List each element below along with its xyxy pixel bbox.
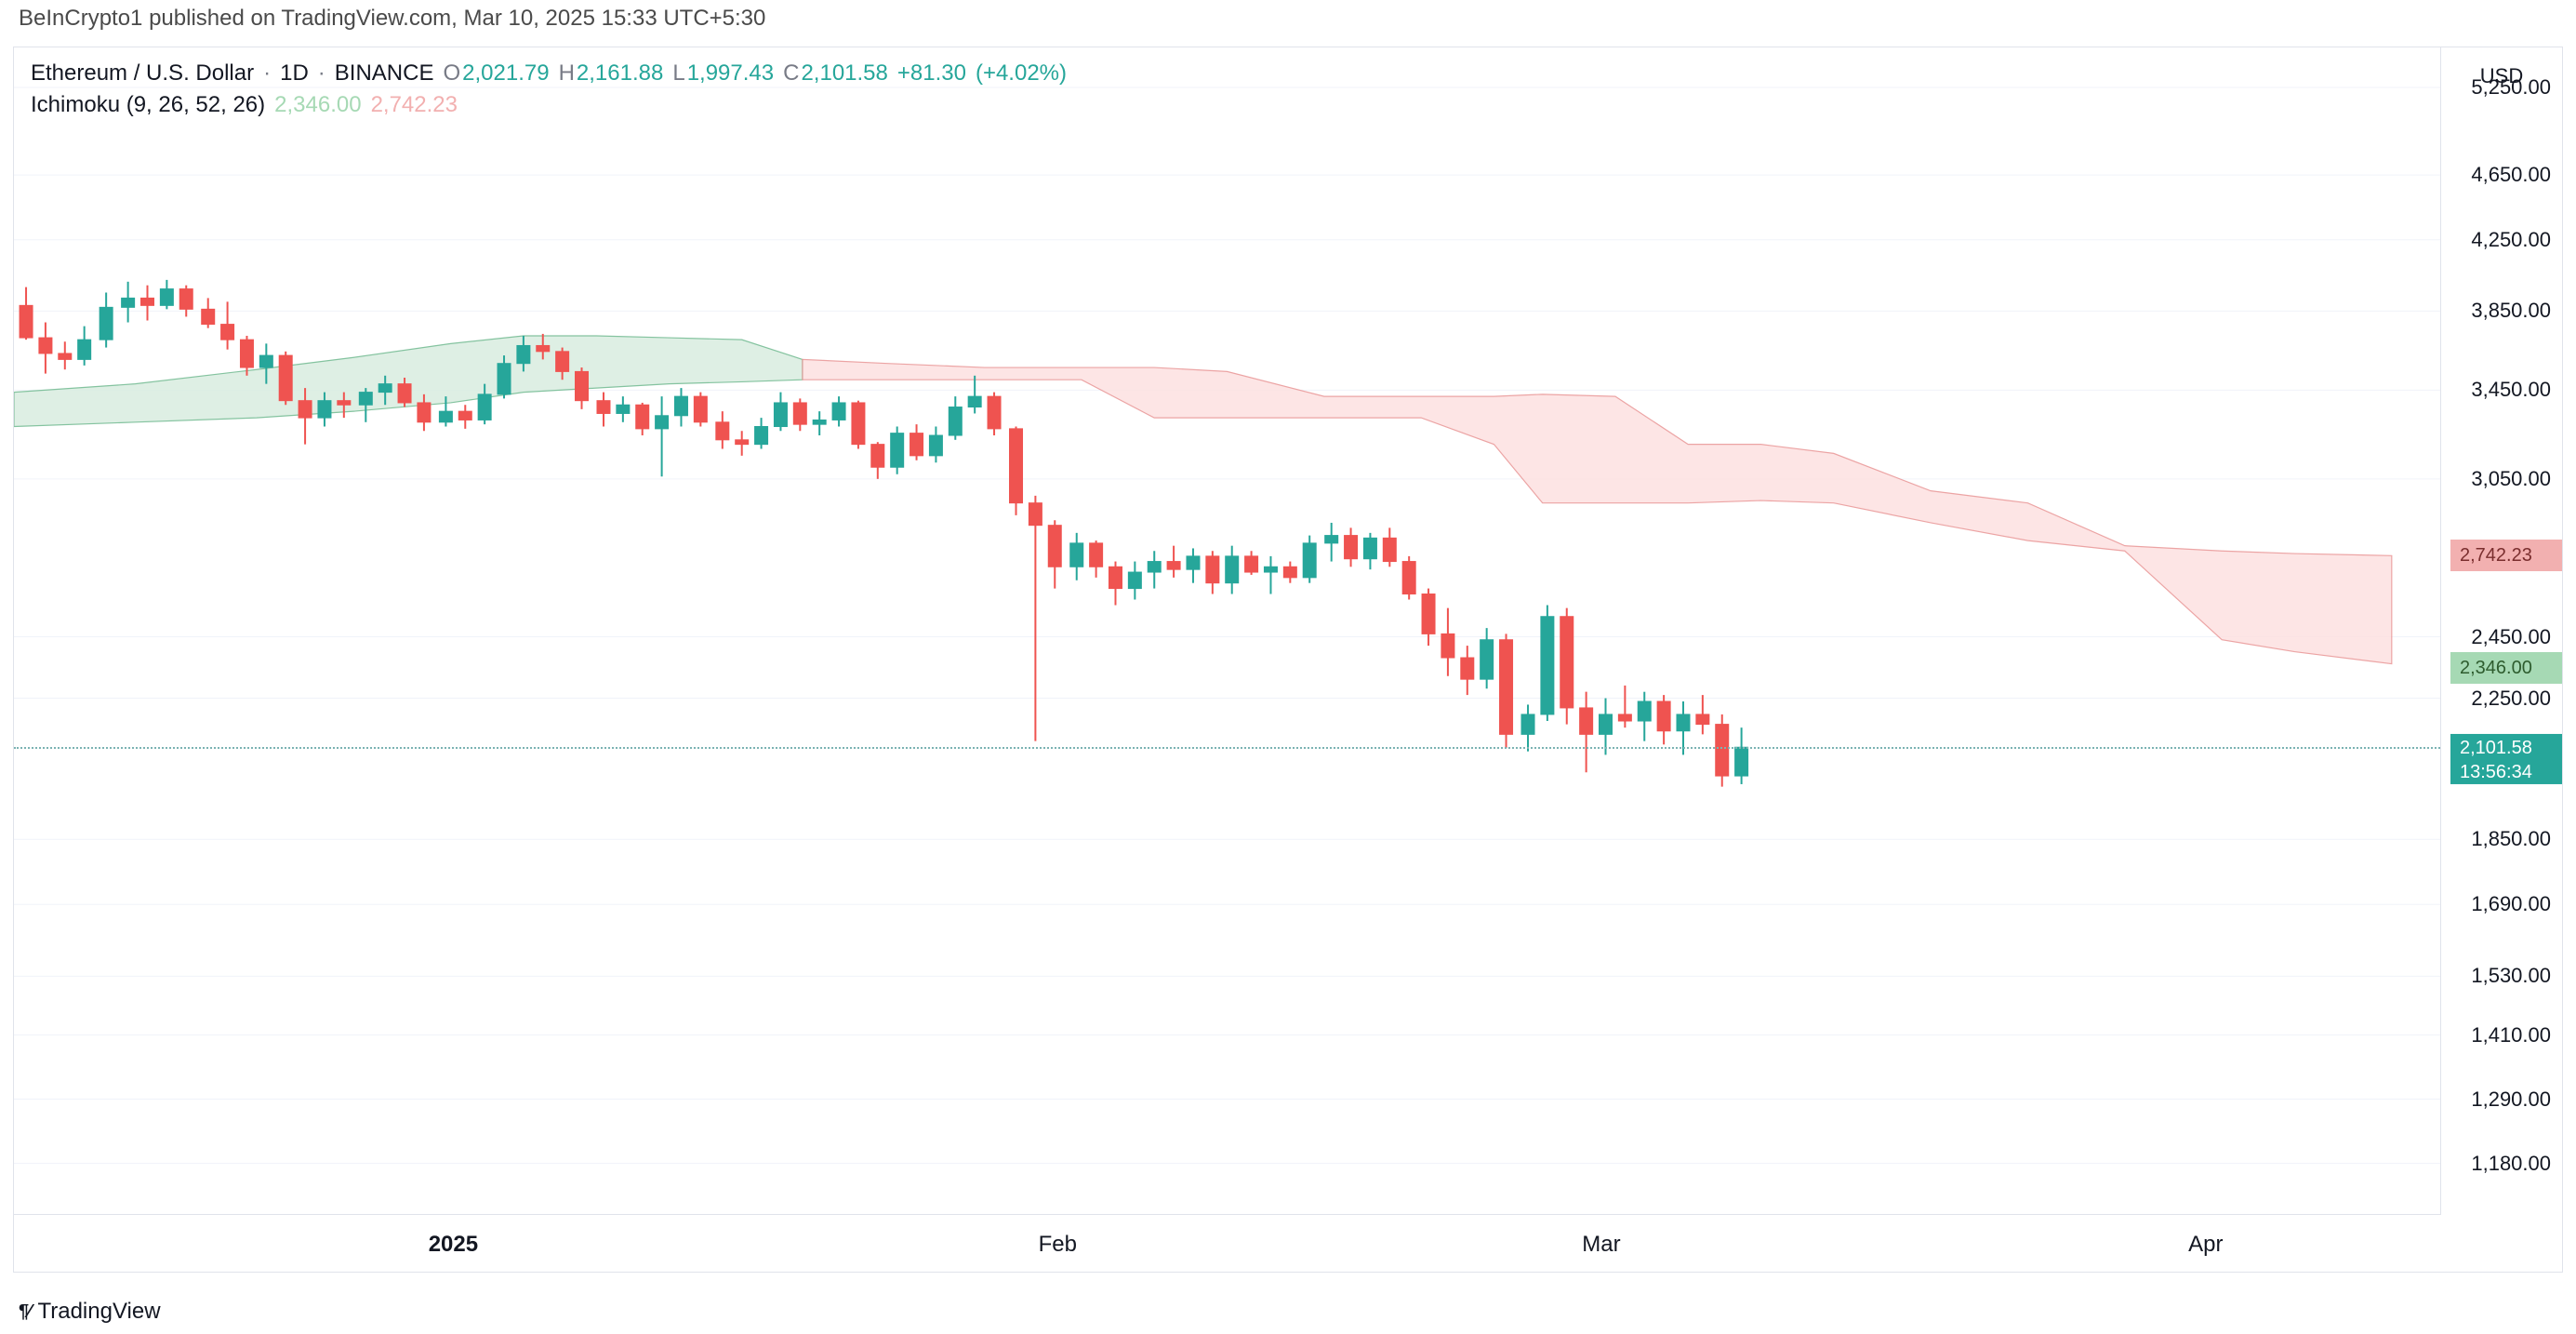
price-axis[interactable]: USD 5,250.004,650.004,250.003,850.003,45… xyxy=(2441,47,2562,1214)
chart-canvas[interactable] xyxy=(14,47,2440,1214)
y-tick-label: 1,690.00 xyxy=(2471,892,2551,916)
span-a-price-badge: 2,346.00 xyxy=(2450,652,2562,684)
tradingview-logo-icon: ¶⁄ xyxy=(19,1301,30,1323)
y-tick-label: 1,290.00 xyxy=(2471,1087,2551,1112)
tradingview-brand-text: TradingView xyxy=(37,1299,160,1325)
y-tick-label: 3,450.00 xyxy=(2471,378,2551,402)
y-tick-label: 5,250.00 xyxy=(2471,75,2551,100)
y-tick-label: 1,180.00 xyxy=(2471,1152,2551,1176)
y-tick-label: 3,050.00 xyxy=(2471,467,2551,491)
countdown-timer: 13:56:34 xyxy=(2460,760,2553,784)
y-tick-label: 2,450.00 xyxy=(2471,625,2551,649)
last-price-badge: 2,101.58 13:56:34 xyxy=(2450,734,2562,784)
x-tick-label: Feb xyxy=(1039,1232,1077,1258)
tradingview-branding[interactable]: ¶⁄ TradingView xyxy=(19,1299,161,1325)
last-price-value: 2,101.58 xyxy=(2460,736,2553,760)
y-tick-label: 1,530.00 xyxy=(2471,964,2551,988)
y-tick-label: 2,250.00 xyxy=(2471,687,2551,711)
chart-frame: Ethereum / U.S. Dollar · 1D · BINANCE 2,… xyxy=(13,47,2563,1273)
x-tick-label: Mar xyxy=(1582,1232,1620,1258)
time-axis[interactable]: 2025 Feb Mar Apr xyxy=(14,1214,2441,1272)
span-b-price-badge: 2,742.23 xyxy=(2450,540,2562,571)
y-tick-label: 4,650.00 xyxy=(2471,163,2551,187)
publish-caption: BeInCrypto1 published on TradingView.com… xyxy=(19,6,765,32)
y-tick-label: 1,410.00 xyxy=(2471,1023,2551,1047)
y-tick-label: 1,850.00 xyxy=(2471,827,2551,851)
price-pane[interactable] xyxy=(14,47,2441,1214)
x-tick-label: Apr xyxy=(2188,1232,2223,1258)
last-price-line xyxy=(14,747,2440,749)
x-tick-label: 2025 xyxy=(429,1232,478,1258)
y-tick-label: 3,850.00 xyxy=(2471,299,2551,323)
y-tick-label: 4,250.00 xyxy=(2471,228,2551,252)
